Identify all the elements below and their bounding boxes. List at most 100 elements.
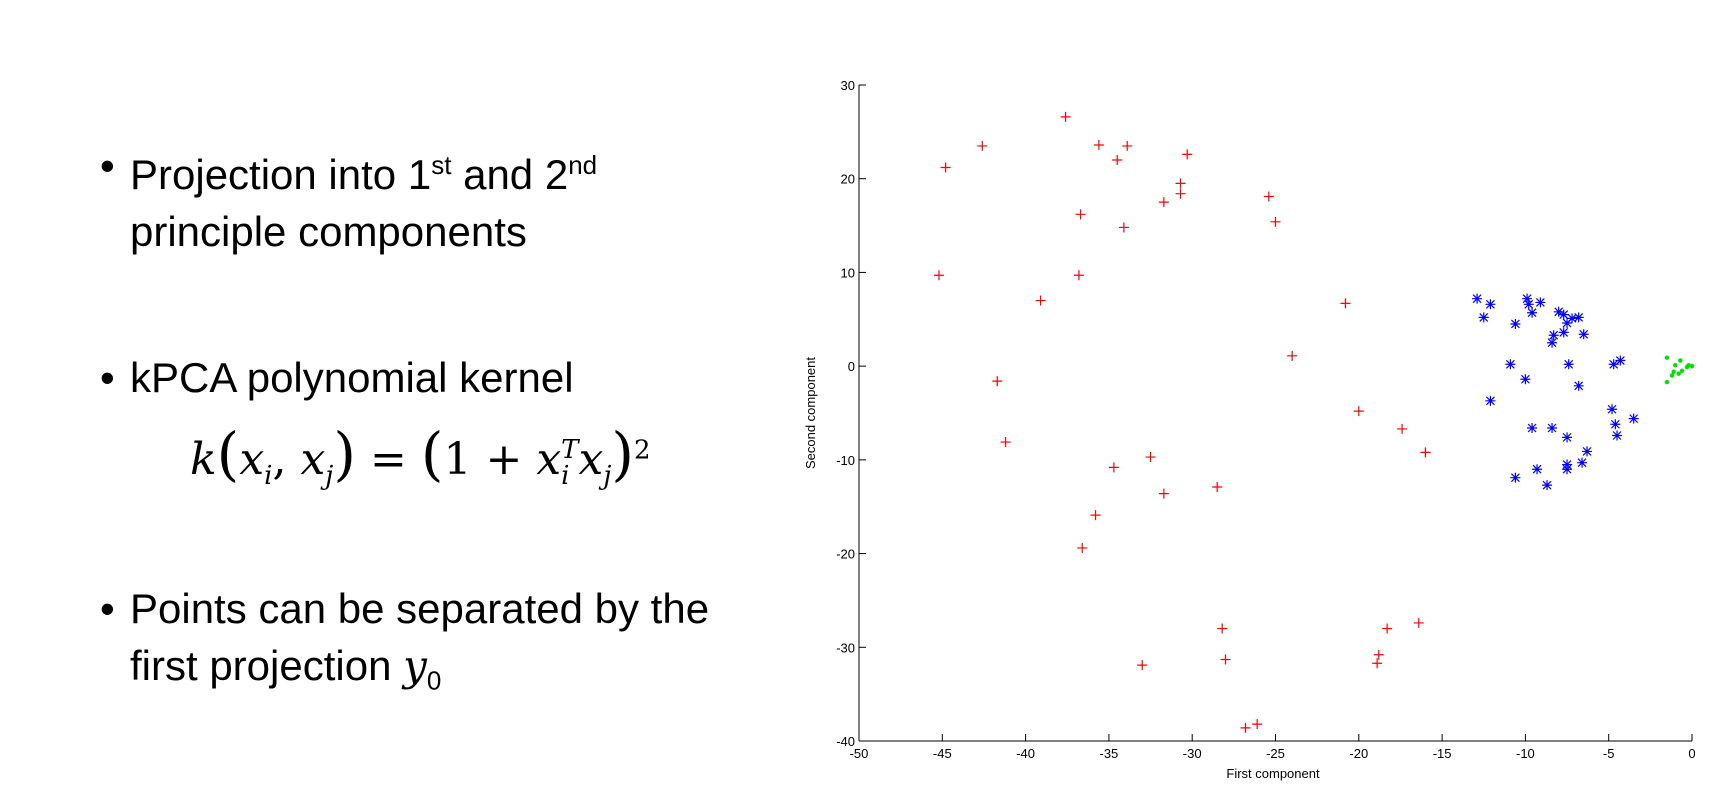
point: [1615, 355, 1626, 366]
f: (: [216, 420, 240, 488]
point: [1532, 464, 1543, 475]
point: [1217, 623, 1228, 634]
point: [1523, 299, 1534, 310]
point: [1060, 111, 1071, 122]
point: [1608, 359, 1619, 370]
point: [1628, 413, 1639, 424]
point: [1542, 480, 1553, 491]
point: [1252, 719, 1263, 730]
point: [1577, 457, 1588, 468]
point: [1373, 649, 1384, 660]
point: [1353, 406, 1364, 417]
x-tick-label: -20: [1349, 746, 1368, 761]
text: Projection into 1: [130, 151, 432, 198]
f: i: [264, 460, 273, 491]
point: [1212, 482, 1223, 493]
point: [1263, 191, 1274, 202]
point: [1505, 359, 1516, 370]
bullet: • kPCA polynomial kernel: [100, 349, 574, 406]
point: [1578, 329, 1589, 340]
point: [1558, 327, 1569, 338]
x-tick-label: -25: [1266, 746, 1285, 761]
bullet-text: Projection into 1st and 2nd principle com…: [130, 137, 597, 260]
point: [1562, 432, 1573, 443]
f: ): [611, 420, 635, 488]
bullet-text: kPCA polynomial kernel: [130, 354, 574, 401]
point: [992, 376, 1003, 387]
point: [1558, 309, 1569, 320]
x-tick-label: -40: [1016, 746, 1035, 761]
point: [1372, 658, 1383, 669]
point: [1270, 216, 1281, 227]
f: j: [603, 460, 612, 491]
point: [977, 140, 988, 151]
x-tick-label: -50: [850, 746, 869, 761]
point: [1673, 363, 1678, 368]
point: [1535, 297, 1546, 308]
point: [1612, 430, 1623, 441]
f: k: [190, 434, 217, 485]
y-tick-label: -40: [836, 734, 855, 749]
point: [1510, 318, 1521, 329]
x-tick-label: -30: [1183, 746, 1202, 761]
sub: 0: [426, 665, 442, 696]
point: [1610, 419, 1621, 430]
x-tick-label: -45: [933, 746, 952, 761]
point: [1669, 373, 1675, 378]
point: [1220, 654, 1231, 665]
text: principle components: [130, 208, 527, 255]
y-axis-label: Second component: [803, 357, 818, 469]
point: [1075, 209, 1086, 220]
f: x: [536, 434, 562, 485]
x-tick-label: -35: [1100, 746, 1119, 761]
point: [1118, 222, 1129, 233]
point: [1000, 437, 1011, 448]
bullet-dot: •: [100, 142, 115, 189]
f: 2: [634, 435, 651, 466]
sup: nd: [568, 150, 598, 180]
f: x: [239, 434, 265, 485]
x-tick-label: -10: [1516, 746, 1535, 761]
point: [1077, 542, 1088, 553]
point: [1382, 623, 1393, 634]
point: [1671, 369, 1676, 374]
point: [1548, 330, 1559, 341]
point: [1562, 318, 1573, 329]
point: [1664, 355, 1670, 360]
y-tick-label: 10: [841, 265, 855, 280]
point: [1485, 299, 1496, 310]
point: [1420, 447, 1431, 458]
point: [1112, 154, 1123, 165]
y-tick-label: -10: [836, 453, 855, 468]
bullet: • Points can be separated by the first pr…: [100, 580, 709, 709]
point: [1478, 312, 1489, 323]
y-tick-label: -20: [836, 547, 855, 562]
point: [1563, 359, 1574, 370]
x-tick-label: -5: [1603, 746, 1615, 761]
point: [933, 270, 944, 281]
bullet: • Projection into 1st and 2nd principle c…: [100, 137, 597, 260]
point: [1520, 374, 1531, 385]
point: [1413, 617, 1424, 628]
f: =: [355, 434, 421, 485]
point: [1108, 462, 1119, 473]
f: x: [300, 434, 326, 485]
f: ,: [272, 434, 301, 485]
f: 1 +: [443, 434, 537, 485]
bullet-text: Points can be separated by the first proj…: [130, 580, 709, 709]
point: [1137, 660, 1148, 671]
point: [1340, 298, 1351, 309]
point: [1145, 452, 1156, 463]
y-tick-label: 30: [841, 78, 855, 93]
point: [1573, 380, 1584, 391]
point: [1035, 295, 1046, 306]
point: [1122, 140, 1133, 151]
point: [1547, 422, 1558, 433]
x-tick-label: -15: [1433, 746, 1452, 761]
f: i: [561, 460, 570, 491]
x-axis-label: First component: [1226, 766, 1320, 781]
point: [1553, 306, 1564, 317]
math: y: [403, 641, 427, 690]
point: [1240, 722, 1251, 733]
